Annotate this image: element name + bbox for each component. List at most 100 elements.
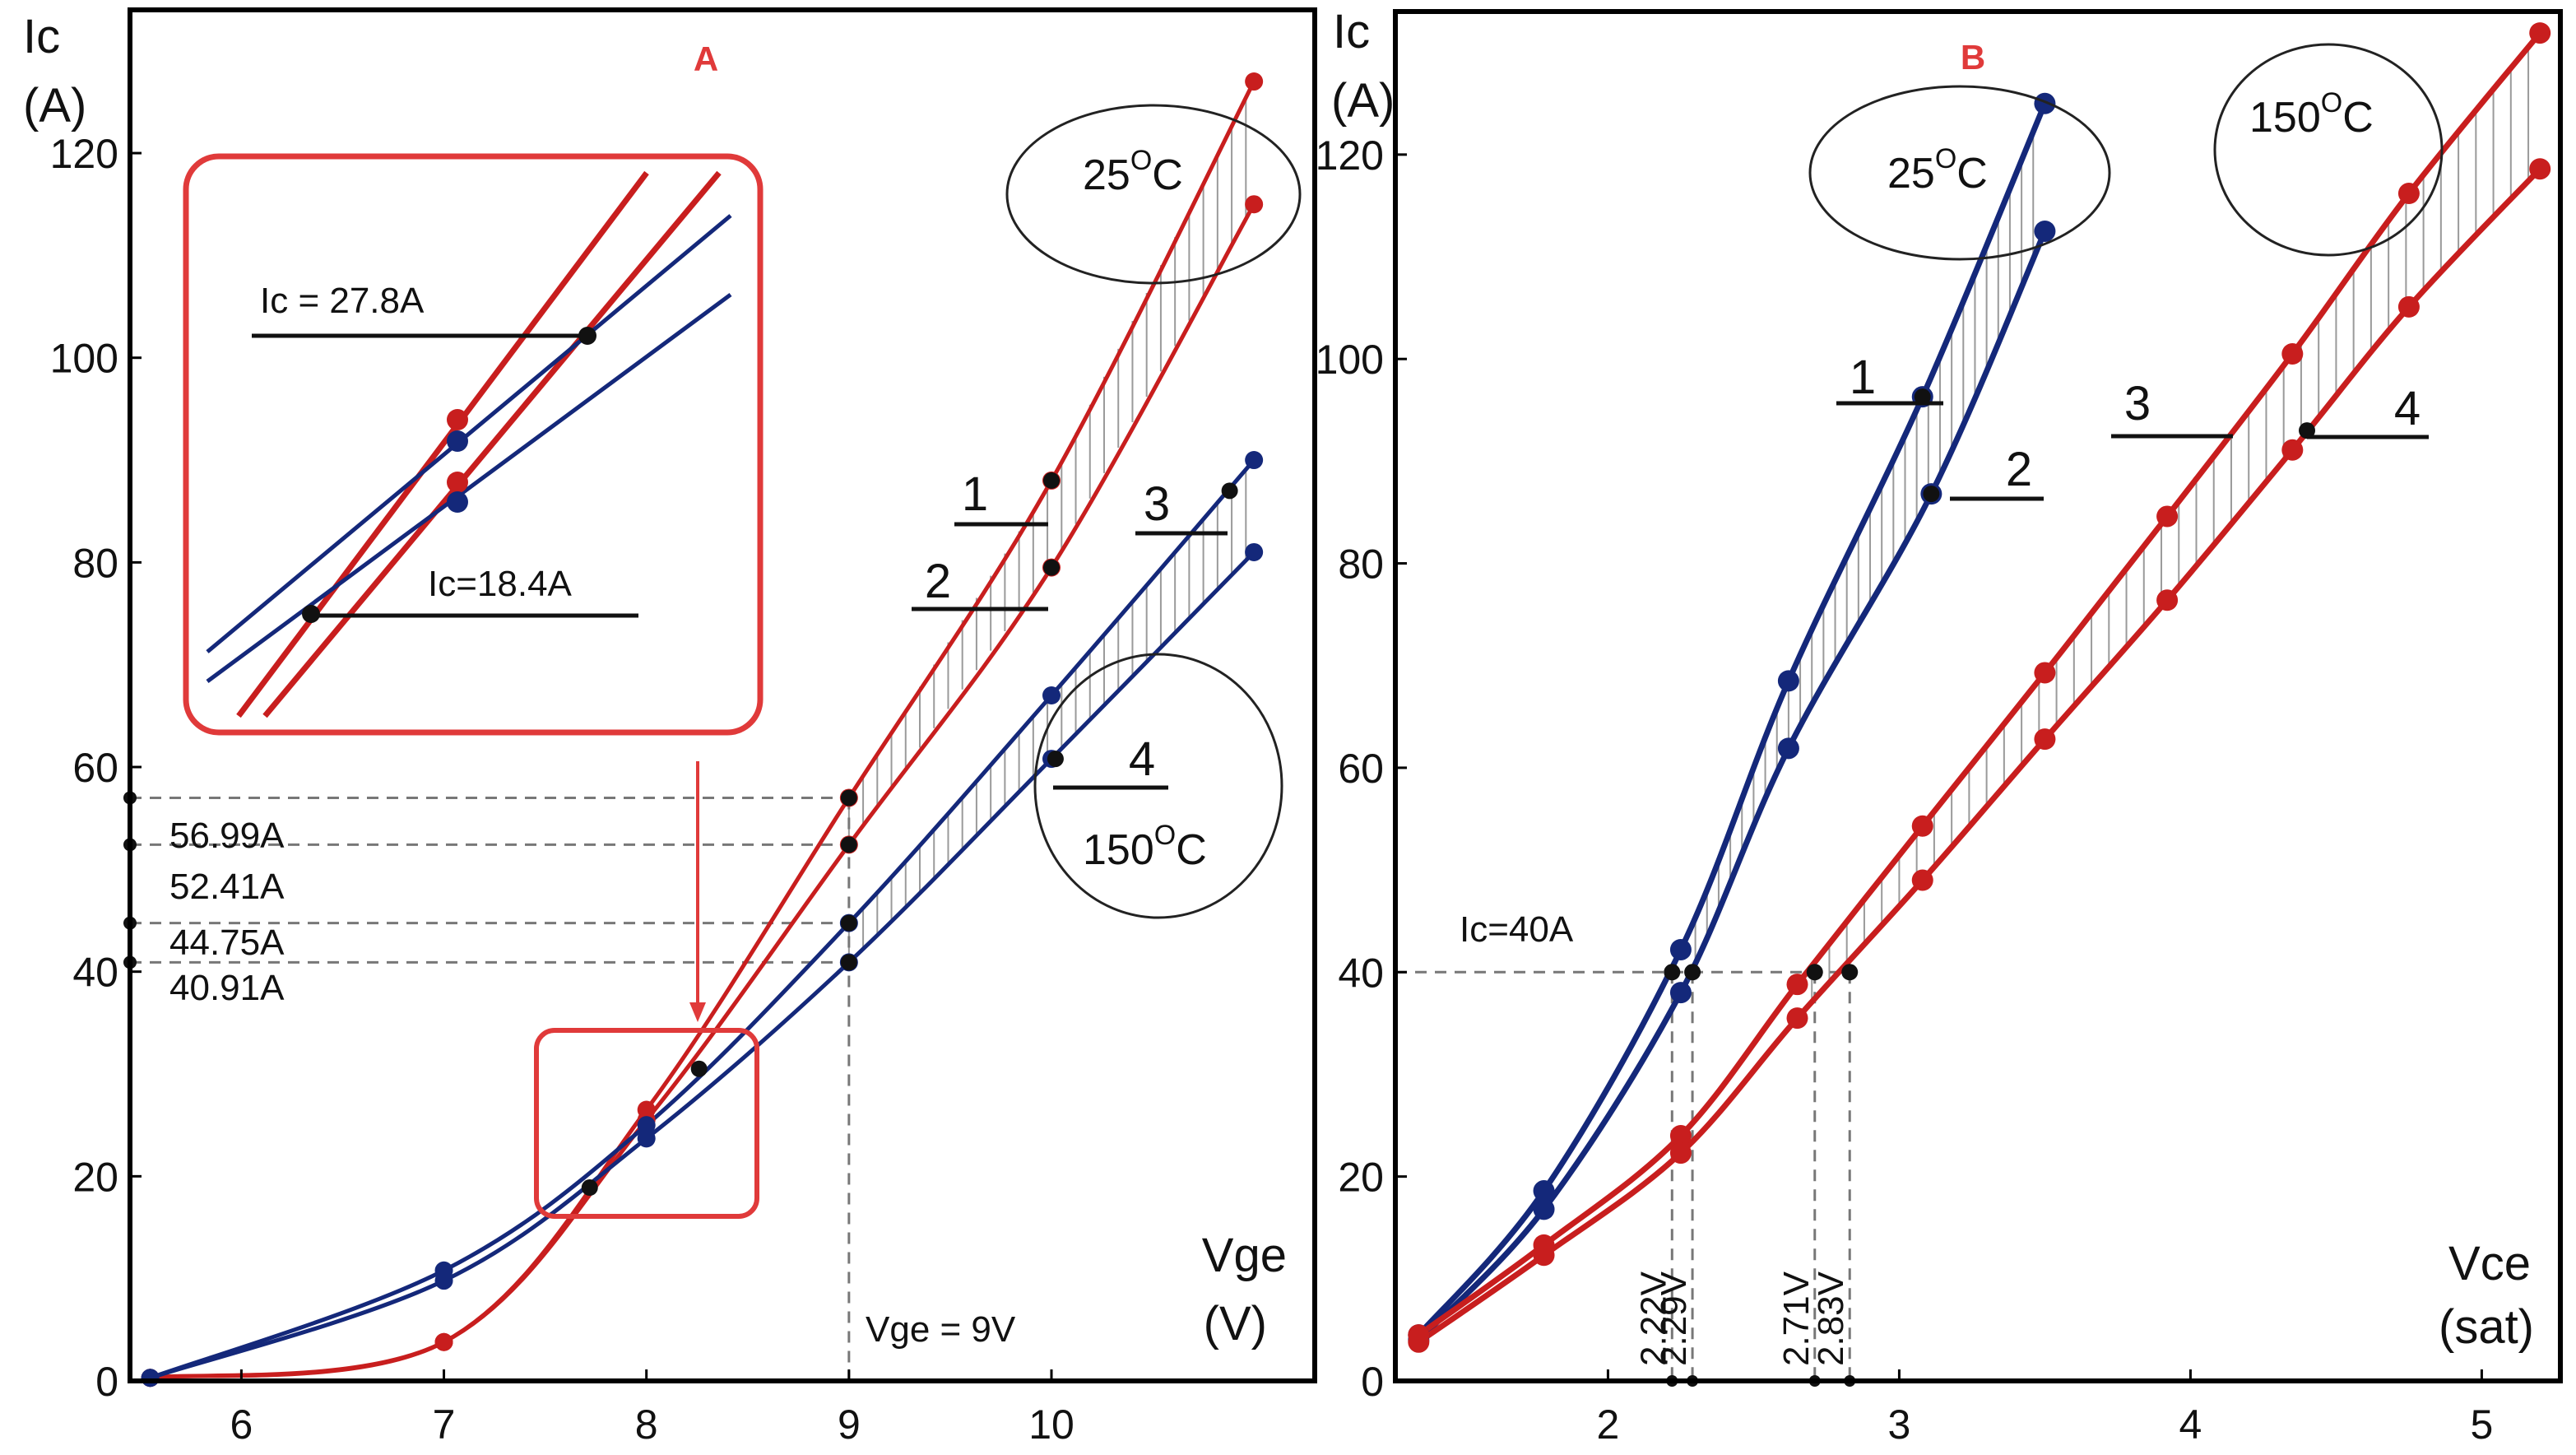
value-label-44-75: 44.75A: [169, 923, 285, 963]
series-3-point: [1786, 974, 1808, 996]
x-tick-label: 2: [1597, 1402, 1620, 1448]
x-tick-label: 6: [230, 1402, 253, 1448]
marker-point: [1806, 964, 1823, 981]
y-tick-label: 120: [1316, 132, 1384, 179]
series-4-point: [2529, 158, 2551, 180]
y-tick-label: 80: [1338, 542, 1384, 588]
y-tick-label: 60: [1338, 746, 1384, 792]
series-3-point: [2397, 183, 2420, 205]
marker-point: [840, 789, 857, 807]
value-label-52-41: 52.41A: [169, 867, 285, 907]
inset: Ic = 27.8A Ic=18.4A: [183, 153, 764, 736]
value-label-56-99: 56.99A: [169, 816, 285, 856]
series-3-point: [2281, 343, 2304, 365]
marker-point: [1914, 388, 1931, 406]
panel-label-b: B: [1961, 38, 1985, 77]
inset-point-red-2: [447, 472, 468, 493]
curve-label-2-b: 2: [2006, 443, 2032, 496]
inset-fill: [186, 156, 760, 732]
series-3-line: [1417, 30, 2542, 1337]
series-4-point: [2034, 728, 2056, 751]
panel-b: 2 3 4 5 0 20 40 60 80 100 120 B Ic (A) Vce (sat) 2…: [1316, 5, 2563, 1448]
series-3-point: [2156, 505, 2179, 528]
y-tick-label: 120: [50, 131, 118, 177]
series-4-point: [141, 1369, 160, 1388]
series-2-point: [1533, 1198, 1555, 1220]
series-3-point: [1245, 451, 1264, 470]
y-axis-label-a-line1: Ic: [23, 10, 60, 63]
x-tick-label: 10: [1028, 1402, 1074, 1448]
guide-lines-b: [1395, 970, 1856, 1387]
temp-ellipse-25c-a: [1005, 104, 1302, 285]
curve-label-3-a: 3: [1144, 477, 1170, 531]
series-1-point: [1533, 1180, 1555, 1202]
series-4-point: [1408, 1331, 1430, 1353]
temp-label-150c-b: 150OC: [2249, 87, 2374, 142]
inset-label-top: Ic = 27.8A: [260, 281, 425, 321]
series-1-point: [1777, 670, 1799, 692]
series-3-point: [2529, 22, 2551, 44]
hatch-regions-a: [847, 97, 1247, 963]
curves-a: [149, 80, 1256, 1380]
series-2-point: [434, 1332, 453, 1351]
inset-line-blue-2: [206, 292, 732, 684]
series-4-point: [2156, 589, 2179, 611]
vce-value-label: 2.83V: [1811, 1271, 1851, 1366]
y-tick-label: 60: [72, 745, 118, 791]
marker-point: [1043, 472, 1060, 489]
y-tick-label: 20: [1338, 1155, 1384, 1201]
markers-b: [1664, 388, 2316, 981]
series-1-point: [1669, 938, 1692, 960]
curve-label-2-a: 2: [925, 555, 951, 608]
inset-point-red-1: [447, 409, 468, 430]
y-axis-label-a-line2: (A): [23, 79, 86, 132]
temp-label-25c-b: 25OC: [1887, 143, 1988, 198]
marker-point: [1684, 964, 1701, 981]
inset-label-bottom: Ic=18.4A: [428, 564, 573, 604]
x-axis-label-b-line1: Vce: [2448, 1237, 2531, 1290]
hline-label-b: Ic=40A: [1460, 909, 1574, 950]
series-2-point: [1669, 982, 1692, 1004]
temp-ellipse-150c-b: [2213, 43, 2444, 257]
series-4-point: [637, 1129, 656, 1148]
marker-point: [690, 1060, 708, 1077]
series-4-point: [1911, 869, 1933, 891]
inset-line-red-2: [262, 170, 722, 718]
vline-label-a: Vge = 9V: [866, 1309, 1016, 1350]
y-tick-label: 100: [50, 336, 118, 382]
value-label-40-91: 40.91A: [169, 968, 285, 1008]
series-4-point: [1786, 1007, 1808, 1030]
y-tick-label: 100: [1316, 337, 1384, 383]
x-tick-label: 8: [635, 1402, 658, 1448]
panel-label-a: A: [694, 40, 718, 78]
x-tick-label: 7: [433, 1402, 456, 1448]
curve-label-1-a: 1: [962, 467, 988, 521]
inset-lines: [206, 170, 732, 718]
marker-point: [840, 836, 857, 853]
series-4-point: [2397, 295, 2420, 318]
vce-value-label: 2.22V: [1633, 1271, 1673, 1366]
y-tick-label: 20: [72, 1154, 118, 1200]
series-2-point: [1777, 737, 1799, 760]
x-axis-label-a-line2: (V): [1204, 1297, 1267, 1350]
marker-point: [2299, 422, 2316, 439]
curve-label-1-b: 1: [1850, 351, 1876, 404]
zoom-box: [534, 1028, 759, 1219]
marker-point: [1923, 486, 1940, 503]
y-tick-label: 0: [95, 1359, 118, 1405]
x-axis-label-a-line1: Vge: [1202, 1229, 1287, 1282]
marker-point: [1841, 964, 1859, 981]
y-axis-label-b-line1: Ic: [1333, 5, 1370, 58]
series-4-line: [149, 551, 1256, 1380]
y-tick-label: 40: [72, 950, 118, 996]
series-3-point: [1669, 1124, 1692, 1146]
series-3-point: [1042, 686, 1061, 704]
inset-point-blue-1: [447, 430, 468, 452]
vce-value-label: 2.29V: [1654, 1271, 1694, 1366]
series-2-point: [1245, 195, 1264, 214]
series-4-point: [434, 1271, 453, 1290]
marker-point: [840, 954, 857, 971]
series-1-point: [1245, 72, 1264, 91]
marker-point: [1043, 559, 1060, 576]
